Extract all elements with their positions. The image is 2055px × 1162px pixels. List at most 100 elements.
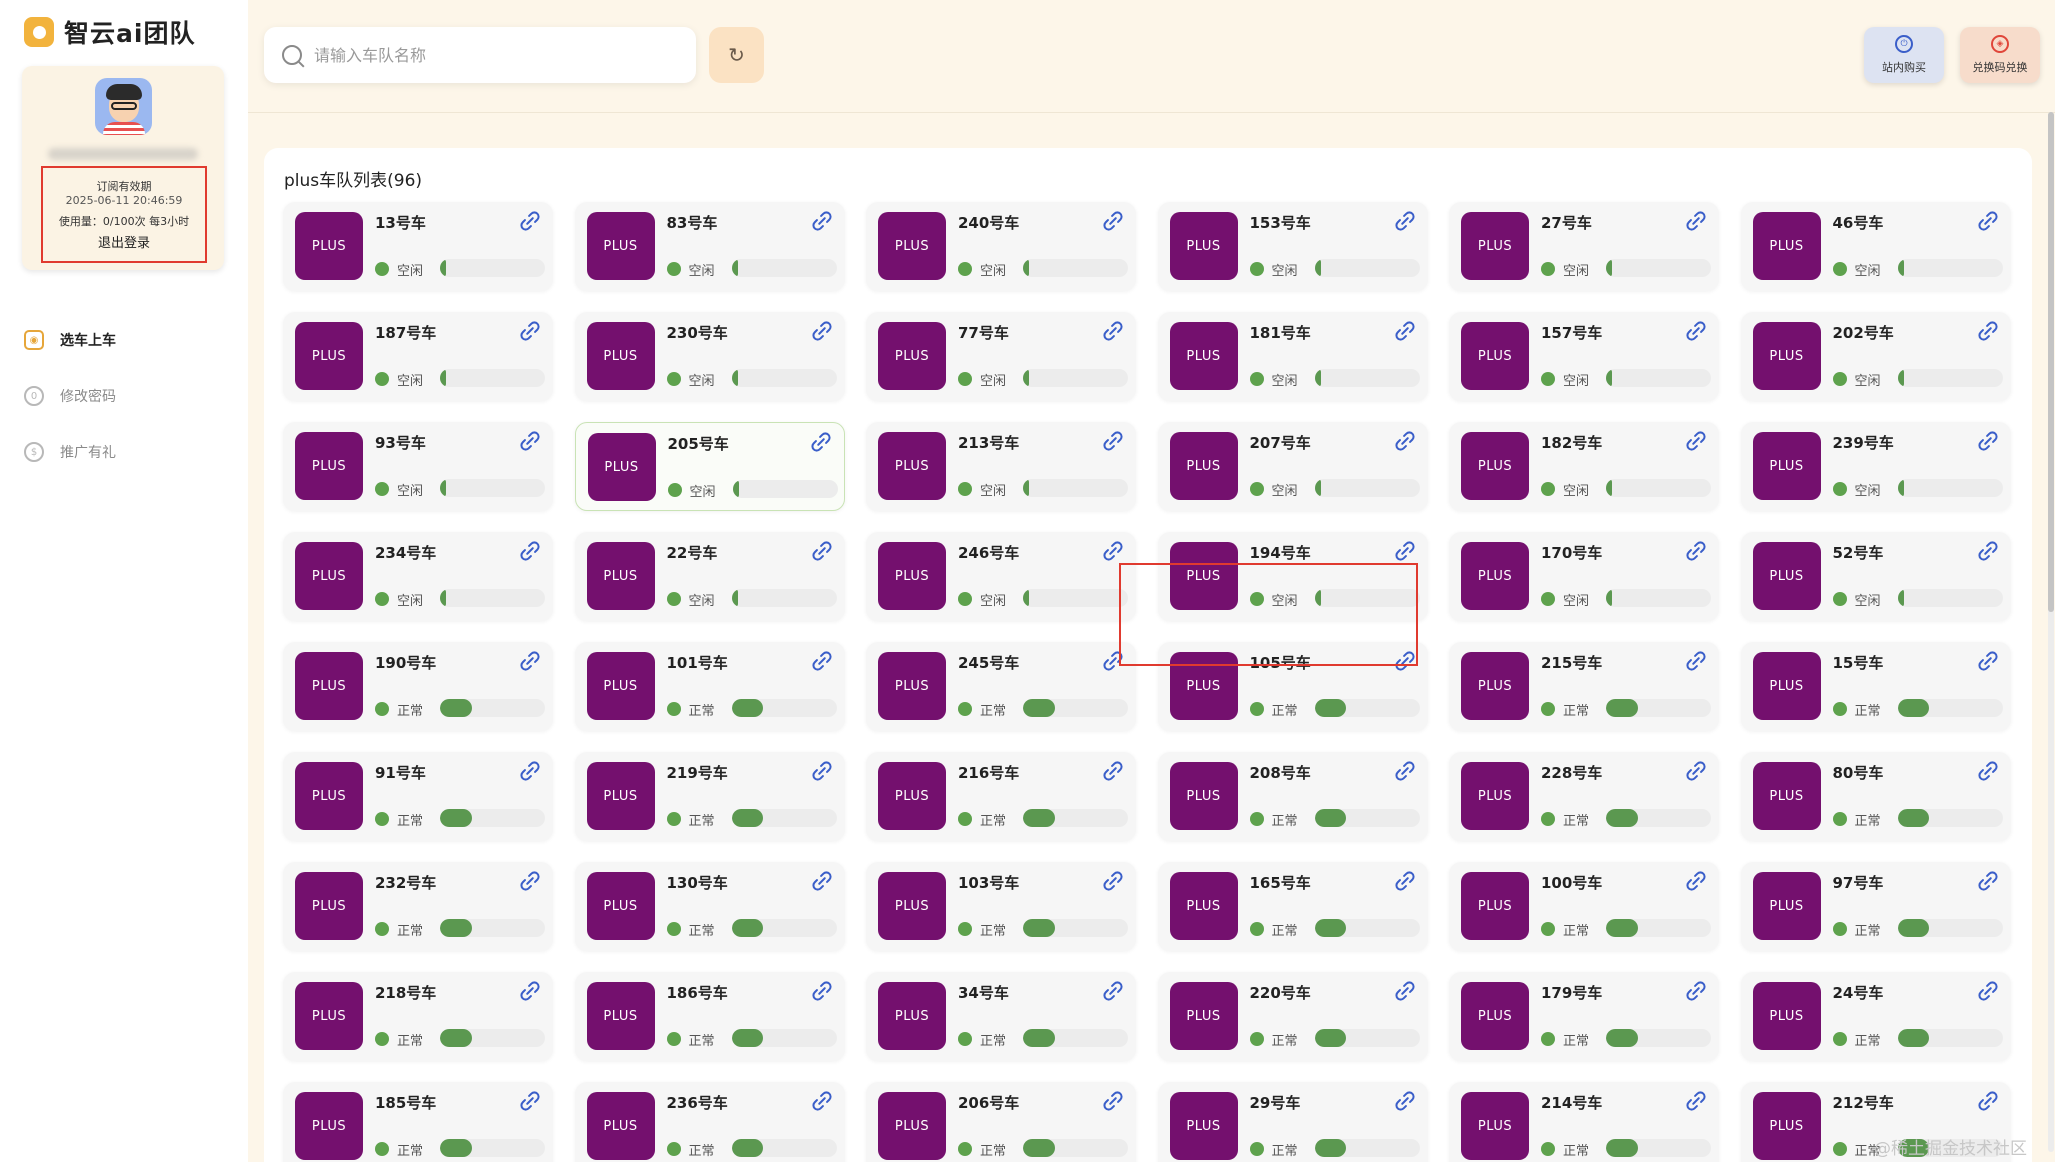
car-card[interactable]: PLUS 170号车 空闲: [1449, 532, 1719, 621]
link-icon[interactable]: [1685, 320, 1707, 342]
link-icon[interactable]: [811, 760, 833, 782]
link-icon[interactable]: [1394, 540, 1416, 562]
link-icon[interactable]: [519, 320, 541, 342]
sidebar-item-select-car[interactable]: ◉ 选车上车: [24, 312, 224, 368]
link-icon[interactable]: [519, 650, 541, 672]
car-card[interactable]: PLUS 187号车 空闲: [283, 312, 553, 401]
link-icon[interactable]: [1394, 1090, 1416, 1112]
link-icon[interactable]: [1102, 650, 1124, 672]
car-card[interactable]: PLUS 91号车 正常: [283, 752, 553, 841]
car-card[interactable]: PLUS 236号车 正常: [574, 1082, 845, 1162]
link-icon[interactable]: [1685, 980, 1707, 1002]
car-card[interactable]: PLUS 216号车 正常: [866, 752, 1136, 841]
redeem-code-button[interactable]: ◈ 兑换码兑换: [1960, 27, 2040, 83]
link-icon[interactable]: [1685, 210, 1707, 232]
car-card[interactable]: PLUS 80号车 正常: [1740, 752, 2011, 841]
car-card[interactable]: PLUS 52号车 空闲: [1740, 532, 2011, 621]
car-card[interactable]: PLUS 100号车 正常: [1449, 862, 1719, 951]
link-icon[interactable]: [1394, 980, 1416, 1002]
link-icon[interactable]: [519, 540, 541, 562]
link-icon[interactable]: [1102, 430, 1124, 452]
car-card[interactable]: PLUS 46号车 空闲: [1740, 202, 2011, 291]
in-site-purchase-button[interactable]: ⏻ 站内购买: [1864, 27, 1944, 83]
link-icon[interactable]: [1685, 760, 1707, 782]
car-card[interactable]: PLUS 190号车 正常: [283, 642, 553, 731]
link-icon[interactable]: [1102, 1090, 1124, 1112]
link-icon[interactable]: [811, 540, 833, 562]
link-icon[interactable]: [1685, 650, 1707, 672]
link-icon[interactable]: [1394, 210, 1416, 232]
car-card[interactable]: PLUS 165号车 正常: [1157, 862, 1428, 951]
car-card[interactable]: PLUS 205号车 空闲: [574, 422, 845, 511]
car-card[interactable]: PLUS 206号车 正常: [866, 1082, 1136, 1162]
link-icon[interactable]: [519, 980, 541, 1002]
car-card[interactable]: PLUS 212号车 正常: [1740, 1082, 2011, 1162]
link-icon[interactable]: [519, 1090, 541, 1112]
link-icon[interactable]: [1977, 540, 1999, 562]
link-icon[interactable]: [1102, 870, 1124, 892]
link-icon[interactable]: [519, 210, 541, 232]
scrollbar-track[interactable]: [2048, 112, 2054, 1152]
sidebar-item-change-password[interactable]: 0 修改密码: [24, 368, 224, 424]
link-icon[interactable]: [1977, 1090, 1999, 1112]
link-icon[interactable]: [519, 760, 541, 782]
logout-button[interactable]: 退出登录: [97, 236, 150, 251]
link-icon[interactable]: [1394, 650, 1416, 672]
link-icon[interactable]: [1977, 650, 1999, 672]
car-card[interactable]: PLUS 27号车 空闲: [1449, 202, 1719, 291]
car-card[interactable]: PLUS 246号车 空闲: [866, 532, 1136, 621]
car-card[interactable]: PLUS 181号车 空闲: [1157, 312, 1428, 401]
car-card[interactable]: PLUS 208号车 正常: [1157, 752, 1428, 841]
car-card[interactable]: PLUS 220号车 正常: [1157, 972, 1428, 1061]
car-card[interactable]: PLUS 93号车 空闲: [283, 422, 553, 511]
car-card[interactable]: PLUS 15号车 正常: [1740, 642, 2011, 731]
car-card[interactable]: PLUS 105号车 正常: [1157, 642, 1428, 731]
car-card[interactable]: PLUS 29号车 正常: [1157, 1082, 1428, 1162]
link-icon[interactable]: [1102, 980, 1124, 1002]
link-icon[interactable]: [1977, 980, 1999, 1002]
sidebar-item-referral[interactable]: $ 推广有礼: [24, 424, 224, 480]
car-card[interactable]: PLUS 34号车 正常: [866, 972, 1136, 1061]
car-card[interactable]: PLUS 215号车 正常: [1449, 642, 1719, 731]
link-icon[interactable]: [1102, 760, 1124, 782]
car-card[interactable]: PLUS 13号车 空闲: [283, 202, 553, 291]
link-icon[interactable]: [1977, 320, 1999, 342]
link-icon[interactable]: [1102, 540, 1124, 562]
link-icon[interactable]: [810, 431, 832, 453]
link-icon[interactable]: [811, 320, 833, 342]
link-icon[interactable]: [811, 980, 833, 1002]
car-card[interactable]: PLUS 153号车 空闲: [1157, 202, 1428, 291]
car-card[interactable]: PLUS 101号车 正常: [574, 642, 845, 731]
car-card[interactable]: PLUS 186号车 正常: [574, 972, 845, 1061]
link-icon[interactable]: [1977, 430, 1999, 452]
car-card[interactable]: PLUS 245号车 正常: [866, 642, 1136, 731]
link-icon[interactable]: [1102, 320, 1124, 342]
car-card[interactable]: PLUS 22号车 空闲: [574, 532, 845, 621]
car-card[interactable]: PLUS 83号车 空闲: [574, 202, 845, 291]
link-icon[interactable]: [519, 430, 541, 452]
link-icon[interactable]: [1102, 210, 1124, 232]
refresh-button[interactable]: ↻: [709, 27, 764, 83]
link-icon[interactable]: [811, 1090, 833, 1112]
car-card[interactable]: PLUS 182号车 空闲: [1449, 422, 1719, 511]
car-card[interactable]: PLUS 234号车 空闲: [283, 532, 553, 621]
link-icon[interactable]: [1394, 430, 1416, 452]
car-card[interactable]: PLUS 130号车 正常: [574, 862, 845, 951]
link-icon[interactable]: [1394, 760, 1416, 782]
link-icon[interactable]: [811, 870, 833, 892]
link-icon[interactable]: [1977, 760, 1999, 782]
link-icon[interactable]: [1977, 870, 1999, 892]
car-card[interactable]: PLUS 202号车 空闲: [1740, 312, 2011, 401]
car-card[interactable]: PLUS 218号车 正常: [283, 972, 553, 1061]
car-card[interactable]: PLUS 157号车 空闲: [1449, 312, 1719, 401]
car-card[interactable]: PLUS 230号车 空闲: [574, 312, 845, 401]
car-card[interactable]: PLUS 239号车 空闲: [1740, 422, 2011, 511]
link-icon[interactable]: [1685, 1090, 1707, 1112]
car-card[interactable]: PLUS 207号车 空闲: [1157, 422, 1428, 511]
link-icon[interactable]: [519, 870, 541, 892]
car-card[interactable]: PLUS 219号车 正常: [574, 752, 845, 841]
car-card[interactable]: PLUS 240号车 空闲: [866, 202, 1136, 291]
search-input[interactable]: [314, 45, 674, 65]
car-card[interactable]: PLUS 185号车 正常: [283, 1082, 553, 1162]
link-icon[interactable]: [1685, 540, 1707, 562]
